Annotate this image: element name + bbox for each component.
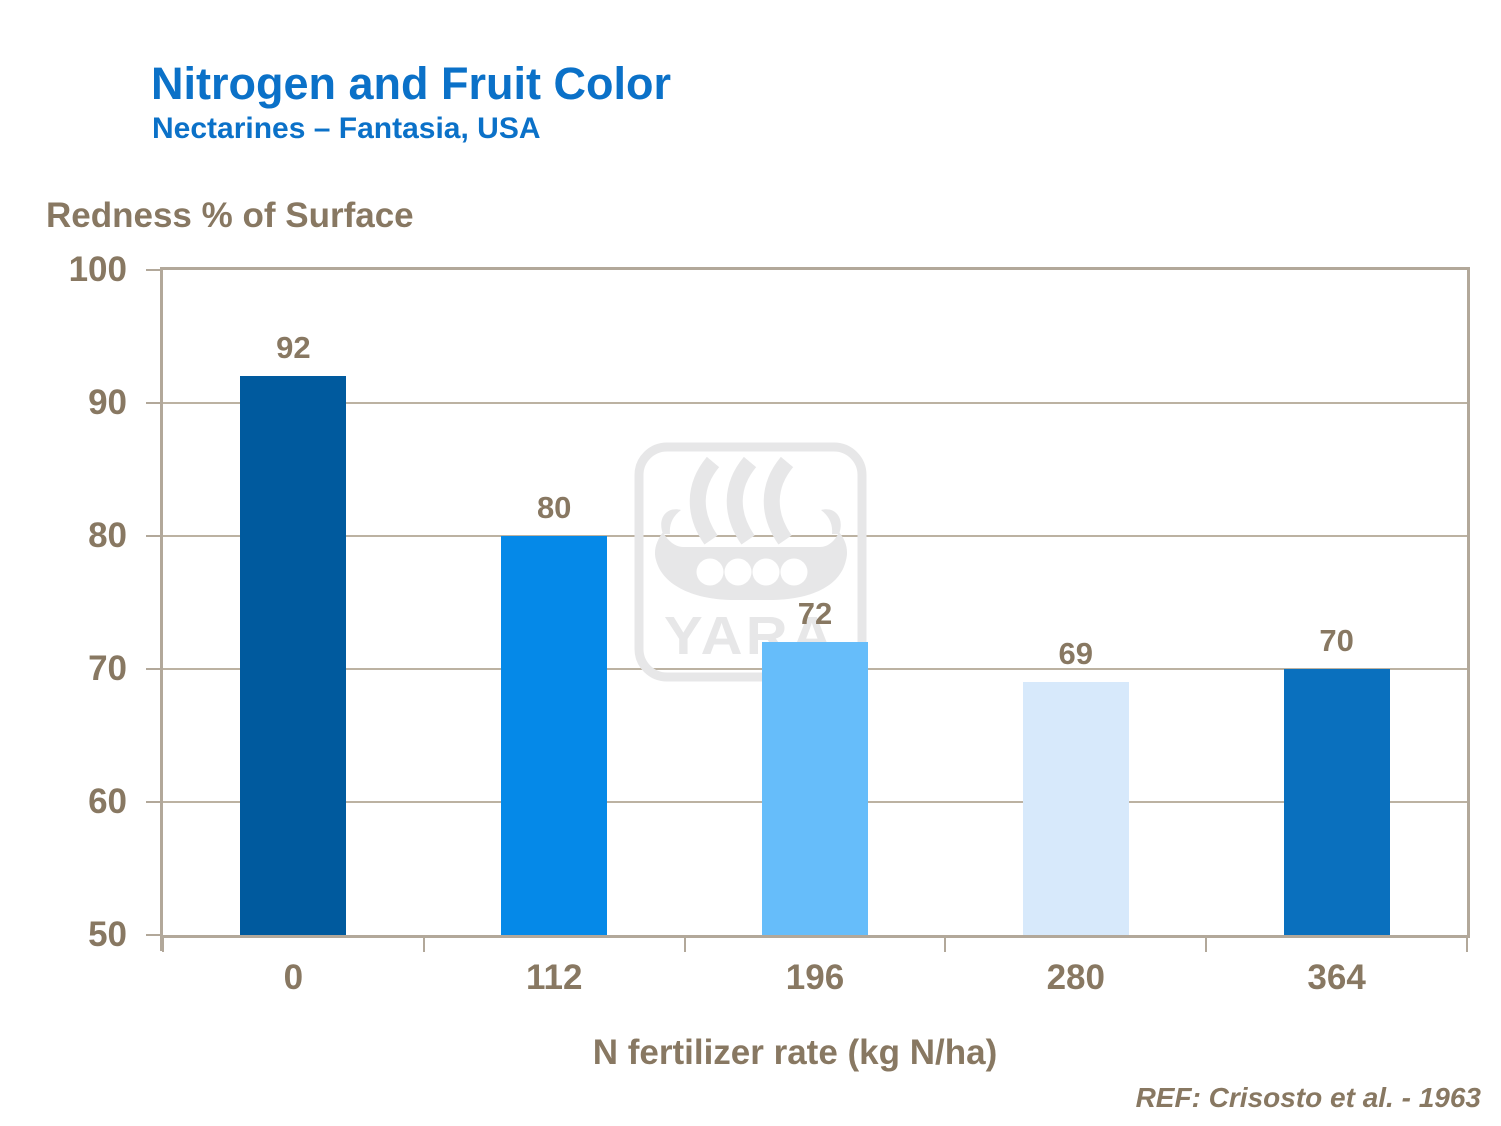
- bar-layer: 92 80 72 69 70: [163, 270, 1467, 935]
- viking-ship-sails: [689, 456, 794, 545]
- bar-value-label: 92: [276, 330, 311, 366]
- bar-value-label: 70: [1319, 623, 1354, 658]
- x-tick-label: 364: [1307, 958, 1366, 997]
- y-axis-title: Redness % of Surface: [46, 196, 414, 235]
- x-tick-mark: [422, 935, 425, 952]
- y-tick-label: 100: [68, 250, 127, 289]
- y-tick-mark: [146, 668, 161, 670]
- x-tick-mark: [1205, 935, 1208, 952]
- page-title: Nitrogen and Fruit Color: [151, 58, 671, 109]
- hull-shield-holes: [696, 558, 808, 586]
- y-tick-mark: [146, 269, 161, 271]
- gridline: [163, 535, 1467, 537]
- y-tick-label: 50: [88, 915, 127, 954]
- reference-text: REF: Crisosto et al. - 1963: [1135, 1082, 1481, 1113]
- gridline: [163, 402, 1467, 404]
- x-tick-label: 0: [283, 958, 304, 997]
- y-axis-extension: [160, 935, 163, 951]
- bar: [240, 376, 347, 935]
- y-tick-label: 90: [88, 383, 127, 422]
- y-tick-mark: [146, 535, 161, 537]
- plot-area: YARA 92 80 72 69 70: [146, 267, 1470, 952]
- x-tick-mark: [683, 935, 686, 952]
- y-tick-mark: [146, 801, 161, 803]
- bar: [1022, 682, 1129, 935]
- page-subtitle: Nectarines – Fantasia, USA: [152, 112, 541, 145]
- bar-value-label: 80: [536, 490, 572, 525]
- x-tick-label: 196: [785, 958, 845, 997]
- bar: [1283, 669, 1390, 935]
- y-tick-label: 70: [88, 649, 127, 688]
- bar-value-label: 72: [797, 596, 833, 632]
- y-tick-label: 60: [88, 782, 127, 821]
- x-tick-mark: [162, 935, 164, 952]
- x-tick-mark: [944, 935, 947, 952]
- x-tick-label: 280: [1046, 958, 1105, 997]
- watermark-frame: [634, 442, 867, 682]
- y-tick-mark: [146, 402, 161, 404]
- x-tick-label: 112: [525, 958, 583, 997]
- y-tick-label: 80: [88, 516, 127, 555]
- x-tick-mark: [1466, 935, 1468, 952]
- bar: [501, 536, 608, 935]
- y-tick-mark: [146, 934, 161, 936]
- x-axis-title: N fertilizer rate (kg N/ha): [592, 1033, 998, 1072]
- bar: [762, 642, 868, 935]
- bar-value-label: 69: [1058, 636, 1094, 672]
